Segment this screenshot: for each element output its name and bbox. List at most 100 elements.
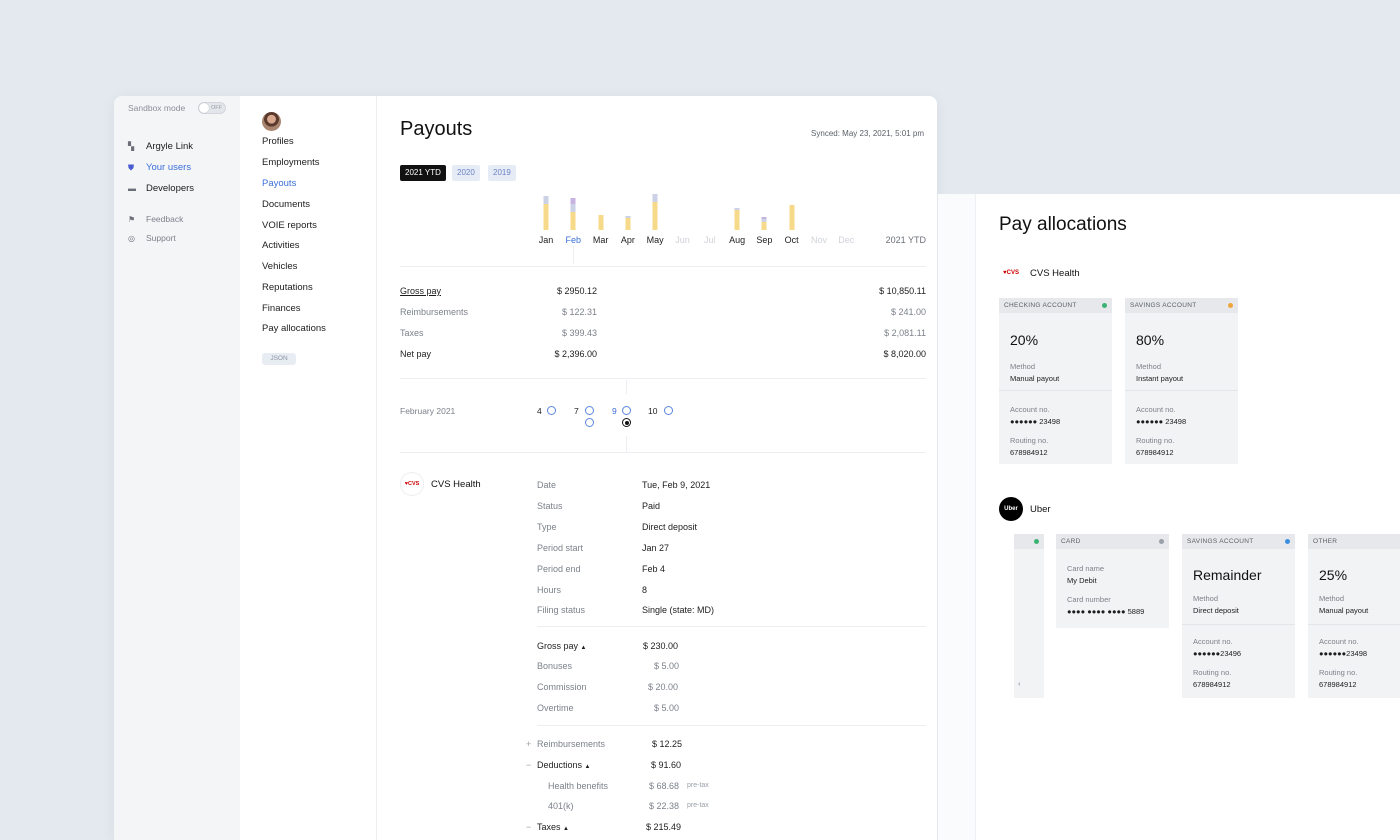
field-value: Paid [642, 501, 661, 511]
account-value: ●●●●●● 23498 [1136, 417, 1187, 426]
bar-aug-s0[interactable] [734, 210, 740, 230]
sidebar-item-argyle-link[interactable]: ▚ Argyle Link [128, 141, 193, 152]
allocation-card-debit[interactable]: CARD Card name My Debit Card number ●●●●… [1056, 534, 1169, 628]
subnav-item-reputations[interactable]: Reputations [262, 282, 313, 293]
month-label-feb[interactable]: Feb [565, 235, 582, 245]
summary-label[interactable]: Gross pay [400, 286, 442, 296]
month-label-apr[interactable]: Apr [620, 235, 635, 245]
account-label: Account no. [1010, 405, 1050, 414]
sidebar-item-your-users[interactable]: ⛊ Your users [128, 162, 191, 173]
allocation-card-savings[interactable]: SAVINGS ACCOUNT Remainder Method Direct … [1182, 534, 1295, 698]
summary-row-reimbursements: Reimbursements $ 122.31 $ 241.00 [400, 307, 926, 321]
card-header-label: SAVINGS ACCOUNT [1187, 538, 1254, 545]
sidebar-item-feedback[interactable]: ⚑ Feedback [128, 214, 183, 224]
period-day-10: 10 [648, 406, 658, 416]
month-label-aug[interactable]: Aug [729, 235, 746, 245]
gross-item-label: Overtime [537, 703, 574, 713]
payout-dot-selected[interactable] [622, 418, 631, 427]
month-label-may[interactable]: May [646, 235, 664, 245]
subnav-item-pay-allocations[interactable]: Pay allocations [262, 323, 326, 334]
period-day-4: 4 [537, 406, 542, 416]
gross-item-value: $ 5.00 [654, 703, 680, 713]
payout-dot[interactable] [664, 406, 673, 415]
subnav-item-vehicles[interactable]: Vehicles [262, 261, 298, 272]
sidebar-item-developers[interactable]: ▬ Developers [128, 183, 194, 194]
year-tab-2020[interactable]: 2020 [452, 165, 480, 181]
json-button[interactable]: JSON [262, 353, 296, 365]
allocation-card-savings[interactable]: SAVINGS ACCOUNT 80% Method Instant payou… [1125, 298, 1238, 464]
subnav-item-payouts[interactable]: Payouts [262, 178, 297, 189]
chevron-left-icon[interactable]: ‹ [1018, 679, 1021, 688]
bar-apr-s1[interactable] [625, 216, 631, 218]
gross-pay-toggle[interactable]: Gross pay ▲ [537, 641, 586, 651]
allocation-employer-name: CVS Health [1030, 268, 1080, 279]
bar-mar-s0[interactable] [598, 215, 604, 230]
period-month-label: February 2021 [400, 406, 456, 416]
subnav-item-voie-reports[interactable]: VOIE reports [262, 220, 317, 231]
period-marker [626, 380, 627, 394]
deduction-item-label: Health benefits [548, 781, 609, 791]
allocation-card-checking[interactable]: CHECKING ACCOUNT 20% Method Manual payou… [999, 298, 1112, 464]
card-header: OTHER [1308, 534, 1400, 549]
avatar[interactable] [262, 112, 281, 131]
subnav-item-profiles[interactable]: Profiles [262, 136, 294, 147]
plus-icon[interactable]: + [526, 739, 532, 749]
subnav-item-activities[interactable]: Activities [262, 240, 300, 251]
deductions-toggle[interactable]: Deductions ▲ [537, 760, 591, 770]
summary-row-gross-pay: Gross pay $ 2950.12 $ 10,850.11 [400, 286, 926, 300]
field-value: Jan 27 [642, 543, 670, 553]
method-value: Direct deposit [1193, 606, 1239, 615]
field-label: Period start [537, 543, 584, 553]
payout-dot[interactable] [622, 406, 631, 415]
bar-may-s1[interactable] [652, 194, 658, 202]
minus-icon[interactable]: − [526, 760, 532, 770]
subnav-item-documents[interactable]: Documents [262, 199, 311, 210]
minus-icon[interactable]: − [526, 822, 532, 832]
subnav-item-employments[interactable]: Employments [262, 157, 320, 168]
month-label-sep[interactable]: Sep [756, 235, 773, 245]
field-value: Feb 4 [642, 564, 666, 574]
bar-feb-s1[interactable] [570, 204, 576, 212]
divider [400, 266, 926, 267]
card-name-value: My Debit [1067, 576, 1097, 585]
bar-apr-s0[interactable] [625, 218, 631, 230]
bar-feb-s0[interactable] [570, 212, 576, 230]
payout-dot[interactable] [547, 406, 556, 415]
card-number-label: Card number [1067, 595, 1111, 604]
allocation-percent: 20% [1010, 332, 1039, 348]
reimbursements-label: Reimbursements [537, 739, 606, 749]
bar-aug-s1[interactable] [734, 208, 740, 210]
bar-feb-s2[interactable] [570, 198, 576, 204]
bar-sep-s1[interactable] [761, 219, 767, 222]
summary-ytd-value: $ 241.00 [890, 307, 926, 317]
allocation-card-partial[interactable]: ‹ [1014, 534, 1044, 698]
card-header: CHECKING ACCOUNT [999, 298, 1112, 313]
bar-jan-s1[interactable] [543, 196, 549, 204]
month-label-jan[interactable]: Jan [538, 235, 554, 245]
routing-value: 678984912 [1010, 448, 1048, 457]
payout-dot[interactable] [585, 418, 594, 427]
card-header: SAVINGS ACCOUNT [1182, 534, 1295, 549]
method-label: Method [1136, 362, 1162, 371]
lifebuoy-icon: ◎ [128, 233, 135, 243]
bar-sep-s0[interactable] [761, 222, 767, 230]
bar-oct-s0[interactable] [789, 205, 795, 230]
method-value: Instant payout [1136, 374, 1184, 383]
year-tab-2021-ytd[interactable]: 2021 YTD [400, 165, 446, 181]
taxes-toggle[interactable]: Taxes ▲ [537, 822, 569, 832]
sidebar-item-label: Developers [146, 183, 195, 194]
bar-jan-s0[interactable] [543, 204, 549, 230]
bar-sep-s2[interactable] [761, 217, 767, 219]
year-tab-2019[interactable]: 2019 [488, 165, 516, 181]
pay-allocations-title: Pay allocations [999, 214, 1127, 235]
sidebar-item-support[interactable]: ◎ Support [128, 233, 176, 243]
month-label-oct[interactable]: Oct [784, 235, 799, 245]
sidebar-item-label: Feedback [146, 214, 184, 224]
summary-label: Net pay [400, 349, 432, 359]
allocation-card-other[interactable]: OTHER 25% Method Manual payout Account n… [1308, 534, 1400, 698]
sandbox-toggle[interactable]: OFF [198, 102, 226, 114]
month-label-mar[interactable]: Mar [592, 235, 609, 245]
payout-dot[interactable] [585, 406, 594, 415]
bar-may-s0[interactable] [652, 202, 658, 230]
subnav-item-finances[interactable]: Finances [262, 303, 301, 314]
